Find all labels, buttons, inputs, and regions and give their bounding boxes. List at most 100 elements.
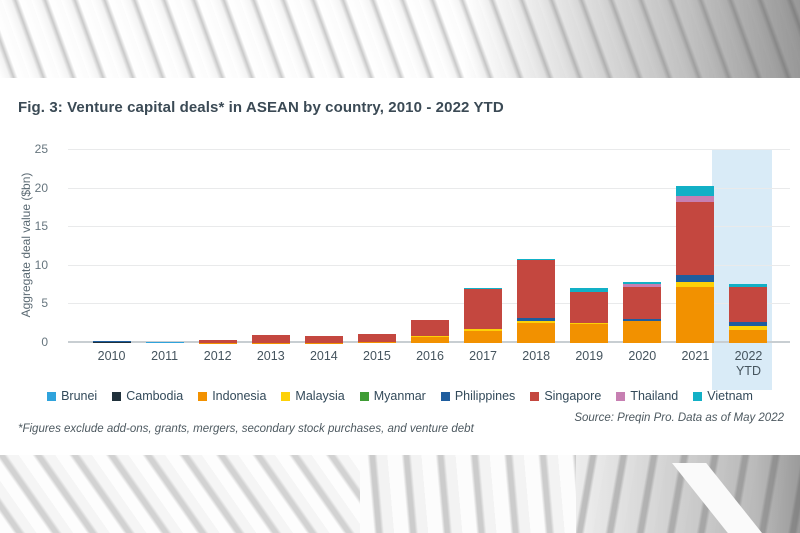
legend-label-vietnam: Vietnam — [707, 389, 753, 403]
x-tick-2020: 2020 — [628, 349, 657, 363]
legend-label-myanmar: Myanmar — [373, 389, 426, 403]
ytd-highlight-band — [712, 150, 772, 390]
stacked-bar-2012 — [198, 340, 237, 343]
legend-swatch-singapore — [530, 391, 540, 401]
bar-segment-malaysia — [676, 282, 715, 287]
bar-segment-philippines — [676, 275, 715, 283]
grid-line-20 — [68, 187, 790, 189]
x-tick-2014: 2014 — [309, 349, 338, 363]
bar-segment-singapore — [357, 334, 396, 342]
legend-label-malaysia: Malaysia — [295, 389, 345, 403]
bar-segment-vietnam — [676, 186, 715, 196]
x-tick-2010: 2010 — [97, 349, 126, 363]
y-tick-25: 25 — [34, 142, 48, 156]
bar-segment-vietnam — [623, 282, 662, 285]
stacked-bar-2017 — [464, 288, 503, 343]
x-tick-2019: 2019 — [575, 349, 604, 363]
bar-segment-malaysia — [570, 323, 609, 325]
bar-segment-singapore — [411, 319, 449, 337]
stacked-bar-2010 — [92, 341, 131, 343]
bar-column-2010 — [85, 150, 138, 343]
bar-segment-vietnam — [570, 287, 609, 293]
bar-segment-singapore — [570, 292, 609, 323]
legend-label-indonesia: Indonesia — [212, 389, 267, 403]
x-tick-2017: 2017 — [469, 349, 497, 363]
stacked-bar-2019 — [570, 287, 609, 343]
bar-column-2012 — [191, 150, 244, 343]
legend-item-brunei: Brunei — [47, 389, 97, 403]
stacked-bar-2014 — [304, 336, 343, 343]
bar-segment-malaysia — [411, 336, 449, 337]
bar-segment-indonesia — [357, 341, 396, 343]
y-tick-15: 15 — [34, 219, 48, 234]
y-tick-5: 5 — [41, 296, 48, 311]
legend-item-vietnam: Vietnam — [693, 389, 753, 403]
bar-segment-malaysia — [517, 320, 556, 323]
figure-footnote: *Figures exclude add-ons, grants, merger… — [18, 423, 474, 435]
x-tick-2018: 2018 — [522, 349, 551, 363]
bar-segment-indonesia — [729, 329, 768, 343]
legend-swatch-myanmar — [359, 391, 369, 401]
legend-item-malaysia: Malaysia — [281, 389, 345, 403]
grid-line-5 — [68, 303, 790, 305]
bar-segment-singapore — [729, 286, 768, 323]
bar-segment-indonesia — [411, 336, 449, 343]
legend-swatch-philippines — [440, 391, 450, 401]
x-axis-labels: 2010 2011 2012 2013 2014 2015 2016 2017 2018 2019… — [85, 349, 775, 379]
bar-segment-malaysia — [729, 326, 768, 330]
legend-item-cambodia: Cambodia — [112, 389, 183, 403]
bar-segment-indonesia — [676, 286, 715, 343]
legend-label-thailand: Thailand — [630, 389, 679, 403]
legend-label-cambodia: Cambodia — [126, 389, 184, 403]
legend-label-philippines: Philippines — [454, 389, 516, 403]
background-ribs-left — [0, 455, 360, 533]
y-tick-0: 0 — [41, 335, 48, 349]
bar-segment-singapore — [464, 289, 503, 329]
bar-segment-brunei — [145, 342, 184, 343]
bar-segment-thailand — [623, 284, 662, 288]
grid-line-25 — [68, 149, 790, 150]
bar-segment-indonesia — [464, 330, 503, 343]
bar-segment-singapore — [198, 340, 237, 343]
bar-segment-vietnam — [729, 284, 768, 287]
legend-swatch-indonesia — [198, 391, 208, 401]
bar-segment-philippines — [570, 322, 609, 324]
legend-swatch-malaysia — [281, 391, 291, 401]
bar-segment-singapore — [676, 201, 715, 276]
bar-segment-malaysia — [464, 328, 503, 331]
legend-item-thailand: Thailand — [616, 389, 678, 403]
bar-segment-philippines — [729, 322, 768, 327]
bar-segment-indonesia — [517, 322, 556, 343]
chart-legend: Brunei Cambodia Indonesia Malaysia Myanmar Ph… — [20, 389, 780, 403]
stacked-bar-2011 — [145, 341, 184, 343]
legend-item-myanmar: Myanmar — [359, 389, 426, 403]
stacked-bar-2016 — [411, 319, 449, 343]
legend-item-singapore: Singapore — [530, 389, 601, 403]
x-tick-2013: 2013 — [256, 349, 285, 363]
figure-title: Fig. 3: Venture capital deals* in ASEAN … — [18, 99, 504, 116]
bars-container — [85, 150, 775, 343]
legend-swatch-vietnam — [693, 391, 703, 401]
stacked-bar-2013 — [251, 334, 290, 343]
bar-column-2015 — [350, 150, 403, 343]
bar-column-2013 — [244, 150, 297, 343]
legend-swatch-cambodia — [112, 391, 122, 401]
bar-segment-singapore — [251, 334, 290, 343]
bar-column-2019 — [563, 150, 616, 343]
x-tick-2016: 2016 — [416, 349, 444, 363]
background-photo-top — [0, 0, 800, 78]
bar-segment-indonesia — [623, 320, 662, 343]
figure-card: Fig. 3: Venture capital deals* in ASEAN … — [0, 78, 800, 455]
y-tick-20: 20 — [34, 180, 48, 195]
legend-swatch-thailand — [616, 391, 626, 401]
legend-swatch-brunei — [47, 391, 57, 401]
bar-column-2016 — [403, 150, 456, 343]
bar-column-2021 — [669, 150, 722, 343]
bar-column-2020 — [616, 150, 669, 343]
bar-segment-philippines — [623, 319, 662, 321]
x-tick-2012: 2012 — [203, 349, 232, 363]
legend-label-brunei: Brunei — [61, 389, 98, 403]
grid-line-10 — [68, 264, 790, 266]
figure-source: Source: Preqin Pro. Data as of May 2022 — [574, 412, 784, 424]
